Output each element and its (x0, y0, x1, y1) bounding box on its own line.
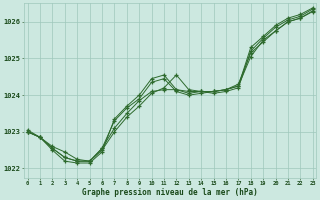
X-axis label: Graphe pression niveau de la mer (hPa): Graphe pression niveau de la mer (hPa) (82, 188, 258, 197)
